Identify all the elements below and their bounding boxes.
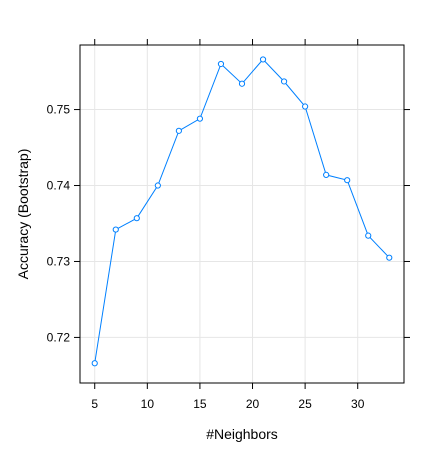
- data-point: [196, 115, 204, 122]
- data-point: [280, 78, 288, 85]
- data-point: [175, 127, 182, 134]
- x-tick-label: 30: [351, 397, 365, 411]
- data-point: [386, 254, 393, 261]
- data-point: [323, 171, 330, 178]
- plot-panel-border: [79, 44, 405, 384]
- x-tick-label: 5: [91, 397, 98, 411]
- y-tick-label: 0.75: [47, 103, 71, 117]
- tick-labels: 5 10 15 20 25 30 0.72 0.73 0.74 0.75: [47, 103, 365, 411]
- y-axis-title: Accuracy (Bootstrap): [15, 149, 31, 280]
- x-tick-label: 10: [141, 397, 155, 411]
- data-point: [112, 226, 119, 233]
- x-tick-label: 20: [246, 397, 260, 411]
- y-tick-label: 0.73: [47, 254, 71, 268]
- data-point: [217, 60, 225, 68]
- series: [91, 56, 393, 367]
- data-point: [238, 80, 246, 87]
- data-point: [302, 103, 309, 110]
- data-point: [259, 56, 267, 63]
- data-point: [344, 177, 351, 184]
- data-point: [133, 215, 140, 222]
- data-point: [365, 232, 372, 239]
- x-axis-title: #Neighbors: [206, 426, 278, 442]
- ticks: [74, 39, 410, 389]
- data-point: [154, 182, 161, 189]
- y-tick-label: 0.74: [47, 179, 71, 193]
- x-tick-label: 25: [298, 397, 312, 411]
- series-line: [94, 58, 390, 364]
- data-point: [91, 360, 98, 367]
- x-tick-label: 15: [193, 397, 207, 411]
- y-tick-label: 0.72: [47, 330, 71, 344]
- grid: [80, 45, 404, 383]
